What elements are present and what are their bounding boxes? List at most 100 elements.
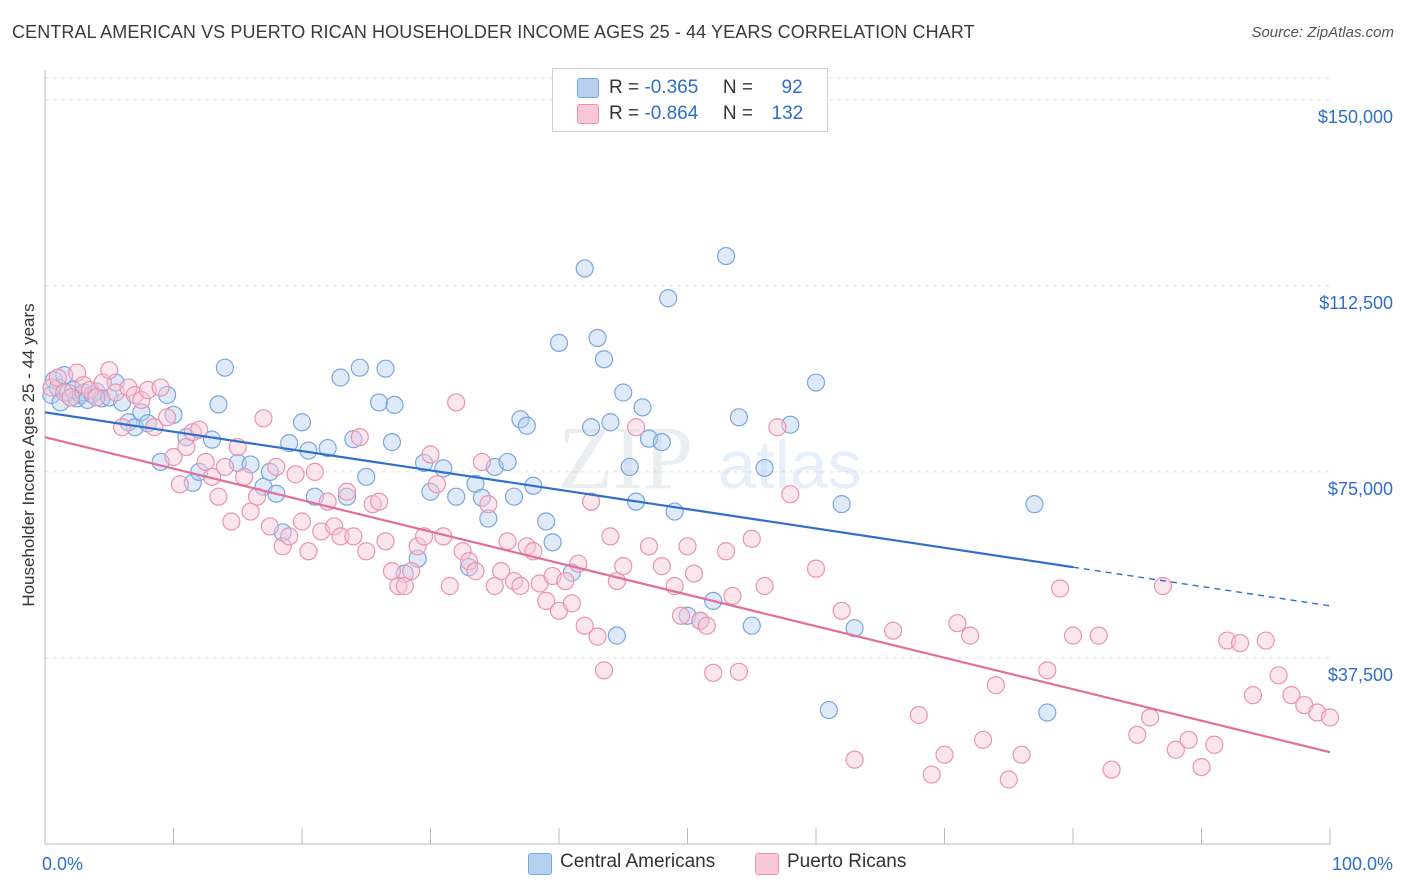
legend-text-blue: R = -0.365 N = 92 [609,77,803,99]
puerto-ricans-point [626,418,646,437]
puerto-ricans-point [1166,740,1185,759]
puerto-ricans-point [472,452,491,472]
puerto-ricans-point [286,465,305,484]
puerto-ricans-point [961,626,980,645]
puerto-ricans-point [806,559,826,578]
central-americans-point [832,495,851,514]
puerto-ricans-point [1089,626,1108,645]
puerto-ricans-point [292,512,312,531]
central-americans-point [215,358,234,377]
puerto-ricans-point [408,537,427,556]
bottom-legend-swatch-pink [755,853,779,875]
watermark: ZIP atlas [558,409,862,508]
bottom-legend-swatch-blue [528,853,552,875]
central-americans-point [601,413,620,432]
central-americans-point [742,616,761,635]
puerto-ricans-point [299,542,318,561]
central-americans-point [331,368,350,387]
puerto-ricans-point [639,537,659,556]
central-americans-point [421,482,440,501]
central-americans-point [652,433,671,452]
puerto-ricans-point [1063,626,1083,645]
y-axis-title: Householder Income Ages 25 - 44 years [19,303,38,606]
puerto-ricans-point [267,457,286,477]
puerto-ricans-point [755,576,774,596]
axes [44,70,1331,845]
puerto-ricans-point [723,586,742,606]
puerto-ricans-point [1320,708,1340,727]
puerto-ricans-point [601,527,620,546]
central-americans-point [716,246,736,266]
puerto-ricans-point [922,765,941,784]
puerto-ricans-point [716,542,736,561]
central-americans-point [517,416,536,435]
puerto-ricans-point [1012,745,1031,764]
legend-r-label: R = [609,77,640,98]
chart-title: CENTRAL AMERICAN VS PUERTO RICAN HOUSEHO… [12,22,975,42]
puerto-ricans-point [1140,708,1160,727]
bottom-legend-label: Puerto Ricans [787,851,907,872]
central-americans-point [472,488,491,507]
puerto-ricans-point [305,462,324,481]
puerto-ricans-point [209,487,228,506]
legend-r-label: R = [609,103,640,124]
central-americans-point [385,395,404,415]
puerto-ricans-point [594,661,614,680]
puerto-ricans-point [704,663,723,682]
central-americans-point [729,408,749,427]
puerto-ricans-point [1243,686,1263,705]
puerto-ricans-point [119,378,138,397]
trend-line-central-americans-extension [1072,566,1331,607]
central-americans-point [633,398,652,417]
central-americans-point [575,259,594,278]
y-tick-label: $150,000 [1318,107,1393,127]
puerto-ricans-point [845,750,864,769]
puerto-ricans-point [999,770,1018,789]
central-americans-point [292,413,312,432]
x-tick-labels: 0.0% 100.0% [42,854,1393,874]
puerto-ricans-point [151,378,170,397]
legend-r-value: -0.365 [644,77,699,98]
puerto-ricans-point [459,552,479,571]
puerto-ricans-point [742,529,761,548]
puerto-ricans-point [582,492,601,511]
central-americans-point [755,458,774,478]
puerto-ricans-point [729,662,749,681]
central-americans-point [370,393,389,412]
y-tick-label: $112,500 [1319,293,1393,313]
x-tick-label: 0.0% [42,854,83,874]
legend-n-label: N = [722,103,753,124]
central-americans-point [1025,495,1044,514]
puerto-ricans-point [652,557,671,576]
puerto-ricans-point [1230,633,1250,653]
puerto-ricans-point [1153,576,1173,596]
puerto-ricans-point [453,542,472,561]
central-americans-point [376,359,395,378]
puerto-ricans-point [1128,725,1147,744]
puerto-ricans-point [575,616,594,635]
legend-swatch-blue [577,78,599,98]
puerto-ricans-point [1269,666,1288,685]
central-americans-point [607,626,626,645]
central-americans-point [537,512,556,531]
central-americans-point [350,358,369,377]
puerto-ricans-point [479,495,498,514]
central-americans-point [543,533,562,552]
puerto-ricans-point [325,517,344,536]
central-americans-point [209,395,228,414]
puerto-ricans-point [254,409,273,428]
puerto-ricans-point [337,482,357,501]
puerto-ricans-point [440,576,459,596]
puerto-ricans-point [170,475,190,494]
central-americans-point [659,289,678,308]
puerto-ricans-point [492,562,511,581]
puerto-ricans-point [1282,686,1301,705]
legend-text-pink: R = -0.864 N = 132 [609,103,803,125]
puerto-ricans-point [697,616,716,635]
source-label: Source: ZipAtlas.com [1251,24,1394,41]
puerto-ricans-point [260,517,279,536]
puerto-ricans-point [678,537,697,556]
puerto-ricans-point [1205,735,1224,754]
central-americans-point [1038,703,1057,722]
y-tick-label: $75,000 [1328,479,1393,499]
